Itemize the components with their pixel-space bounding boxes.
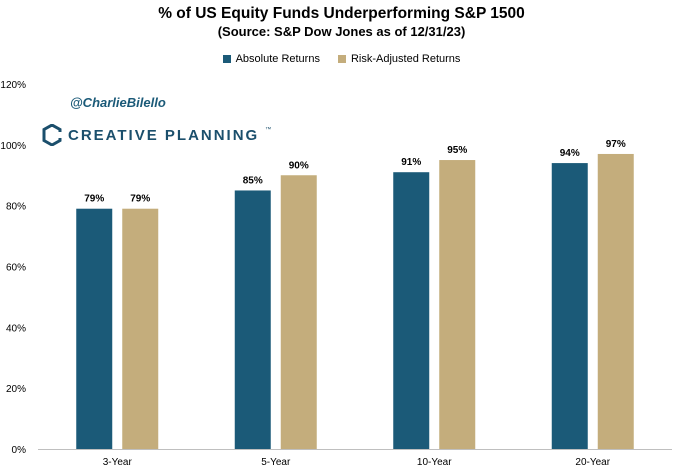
y-tick-label: 60% — [6, 263, 26, 274]
legend-item-risk-adjusted: Risk-Adjusted Returns — [337, 52, 461, 66]
y-tick-label: 0% — [12, 445, 27, 456]
data-label: 85% — [243, 175, 263, 186]
y-tick-label: 120% — [0, 80, 26, 91]
y-tick-label: 100% — [0, 141, 26, 152]
author-handle: @CharlieBilello — [70, 95, 166, 110]
legend-item-absolute: Absolute Returns — [222, 52, 320, 66]
bar-risk-adjusted — [122, 208, 159, 449]
x-tick-label: 3-Year — [103, 457, 133, 468]
bar-absolute — [393, 172, 430, 450]
bar-absolute — [234, 190, 271, 450]
chart-subtitle: (Source: S&P Dow Jones as of 12/31/23) — [217, 24, 466, 39]
legend-label-absolute: Absolute Returns — [235, 53, 320, 65]
y-tick-label: 80% — [6, 202, 26, 213]
logo-text: CREATIVE PLANNING — [68, 126, 260, 144]
data-label: 90% — [289, 160, 309, 171]
data-label: 94% — [560, 148, 580, 159]
data-label: 79% — [130, 194, 150, 205]
legend-swatch-risk-adjusted — [337, 55, 346, 63]
y-tick-label: 20% — [6, 384, 26, 395]
creative-planning-logo: CREATIVE PLANNING ™ — [42, 124, 271, 146]
chart-legend: Absolute Returns Risk-Adjusted Returns — [0, 52, 683, 66]
bar-risk-adjusted — [439, 160, 476, 449]
x-tick-label: 5-Year — [261, 457, 291, 468]
logo-trademark: ™ — [265, 127, 272, 133]
legend-label-risk-adjusted: Risk-Adjusted Returns — [350, 53, 461, 65]
x-tick-label: 10-Year — [417, 457, 452, 468]
data-label: 91% — [401, 157, 421, 168]
bar-risk-adjusted — [280, 175, 317, 449]
data-label: 95% — [447, 145, 467, 156]
x-tick-label: 20-Year — [575, 457, 610, 468]
bar-absolute — [76, 208, 113, 449]
bar-risk-adjusted — [597, 153, 634, 450]
data-label: 79% — [84, 194, 104, 205]
chart-title: % of US Equity Funds Underperforming S&P… — [158, 5, 525, 22]
data-label: 97% — [606, 139, 626, 150]
legend-swatch-absolute — [222, 55, 231, 63]
bar-absolute — [551, 163, 588, 450]
y-tick-label: 40% — [6, 323, 26, 334]
creative-planning-logo-icon — [42, 124, 62, 146]
